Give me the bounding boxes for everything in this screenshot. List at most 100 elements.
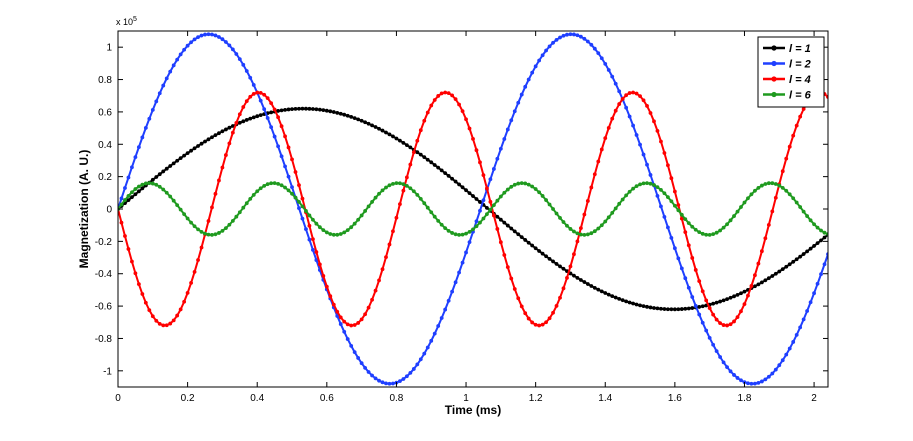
data-point bbox=[164, 190, 169, 195]
data-point bbox=[575, 239, 580, 244]
data-point bbox=[387, 132, 392, 137]
data-point bbox=[756, 261, 761, 266]
data-point bbox=[377, 278, 381, 283]
data-point bbox=[175, 57, 180, 62]
data-point bbox=[530, 243, 535, 248]
data-point bbox=[189, 148, 193, 153]
data-point bbox=[759, 379, 764, 384]
data-point bbox=[526, 316, 531, 321]
data-point bbox=[537, 190, 542, 195]
data-point bbox=[175, 158, 180, 163]
data-point bbox=[766, 223, 771, 227]
data-point bbox=[297, 106, 301, 111]
data-point bbox=[366, 370, 371, 374]
data-point bbox=[638, 182, 642, 187]
data-point bbox=[432, 98, 437, 102]
data-point bbox=[540, 322, 545, 327]
data-point bbox=[645, 304, 649, 309]
data-point bbox=[223, 226, 228, 230]
data-point bbox=[603, 136, 608, 141]
data-point bbox=[189, 220, 193, 225]
data-point bbox=[276, 115, 280, 120]
data-point bbox=[265, 116, 270, 120]
data-point bbox=[565, 275, 569, 280]
data-point bbox=[805, 309, 810, 313]
data-point bbox=[217, 131, 221, 136]
data-point bbox=[164, 76, 169, 81]
data-point bbox=[429, 160, 434, 165]
data-point bbox=[234, 120, 239, 125]
data-point bbox=[213, 232, 218, 237]
data-point bbox=[652, 183, 656, 187]
data-point bbox=[283, 107, 287, 112]
data-point bbox=[286, 174, 291, 179]
data-point bbox=[384, 255, 388, 260]
data-point bbox=[168, 69, 173, 74]
data-point bbox=[512, 229, 517, 234]
data-point bbox=[415, 150, 420, 155]
data-point bbox=[307, 106, 312, 111]
data-point bbox=[429, 338, 434, 343]
x-tick-label: 0.6 bbox=[320, 393, 334, 404]
data-point bbox=[815, 281, 820, 286]
data-point bbox=[502, 220, 507, 225]
data-point bbox=[147, 116, 152, 121]
data-point bbox=[707, 306, 712, 311]
data-point bbox=[311, 107, 315, 111]
data-point bbox=[784, 264, 789, 269]
data-point bbox=[338, 111, 343, 116]
data-point bbox=[244, 99, 249, 104]
data-point bbox=[537, 58, 542, 63]
data-point bbox=[311, 248, 315, 252]
data-point bbox=[398, 138, 402, 143]
data-point bbox=[251, 83, 256, 87]
data-point bbox=[725, 297, 729, 301]
data-point bbox=[801, 107, 806, 111]
y-tick-label: 0.8 bbox=[98, 75, 112, 86]
data-point bbox=[610, 116, 615, 121]
data-point bbox=[286, 145, 291, 150]
data-point bbox=[206, 232, 211, 237]
data-point bbox=[707, 335, 712, 340]
data-point bbox=[679, 216, 684, 221]
data-point bbox=[805, 249, 810, 254]
data-point bbox=[290, 157, 294, 162]
data-point bbox=[554, 37, 559, 42]
data-point bbox=[544, 254, 548, 259]
data-point bbox=[154, 182, 159, 187]
data-point bbox=[279, 108, 284, 113]
data-point bbox=[241, 62, 246, 67]
data-point bbox=[154, 175, 159, 179]
data-point bbox=[763, 278, 768, 283]
data-point bbox=[519, 181, 524, 186]
data-point bbox=[509, 184, 514, 189]
data-point bbox=[248, 75, 253, 80]
data-point bbox=[725, 323, 729, 328]
data-point bbox=[283, 134, 287, 139]
data-point bbox=[592, 285, 597, 290]
data-point bbox=[645, 104, 649, 108]
data-point bbox=[140, 135, 145, 140]
data-point bbox=[335, 232, 340, 237]
data-point bbox=[220, 37, 225, 42]
data-point bbox=[450, 176, 455, 181]
data-point bbox=[679, 212, 684, 217]
data-point bbox=[213, 191, 218, 196]
data-point bbox=[279, 124, 284, 129]
data-point bbox=[251, 91, 256, 96]
data-point bbox=[578, 34, 583, 39]
data-point bbox=[161, 169, 166, 174]
data-point bbox=[700, 289, 705, 294]
data-point bbox=[443, 307, 448, 312]
data-point bbox=[808, 246, 813, 251]
data-point bbox=[234, 52, 239, 56]
data-point bbox=[547, 202, 552, 207]
data-point bbox=[572, 229, 576, 234]
x-tick-label: 1.6 bbox=[668, 393, 682, 404]
data-point bbox=[321, 228, 326, 233]
data-point bbox=[436, 94, 441, 98]
data-point bbox=[373, 195, 378, 200]
data-point bbox=[780, 185, 785, 190]
data-point bbox=[464, 250, 468, 255]
data-point bbox=[265, 182, 270, 187]
